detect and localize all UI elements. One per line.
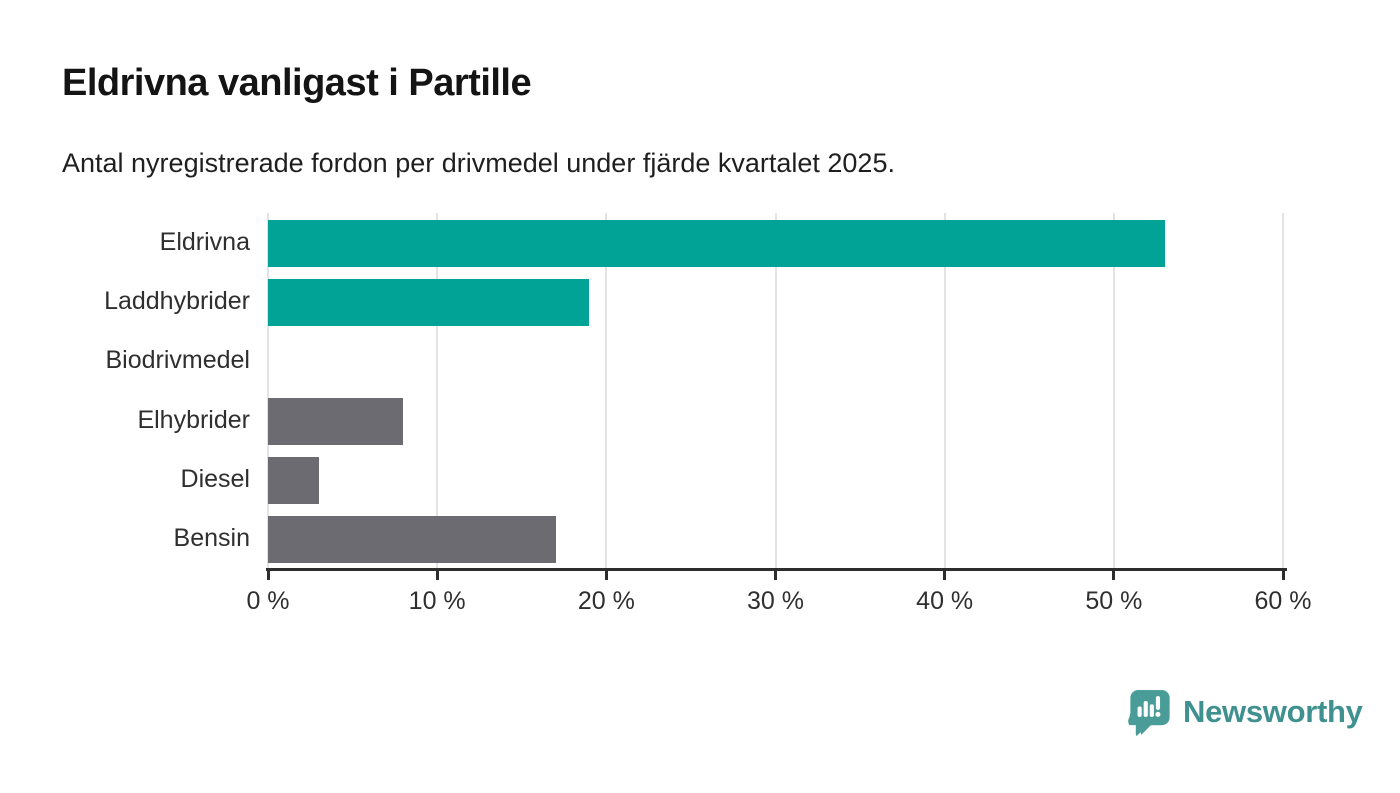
gridline: [267, 213, 269, 568]
brand-name: Newsworthy: [1183, 694, 1363, 729]
gridline: [436, 213, 439, 568]
x-axis-tick: [943, 568, 947, 580]
chart-subtitle: Antal nyregistrerade fordon per drivmede…: [62, 148, 895, 178]
x-axis-tick-label: 50 %: [1085, 587, 1143, 615]
newsworthy-logo-icon: [1128, 690, 1170, 736]
brand-footer: Newsworthy: [1128, 688, 1363, 736]
bar: [268, 515, 556, 563]
gridline: [774, 213, 777, 568]
x-axis-tick-label: 30 %: [747, 587, 804, 615]
gridline: [1112, 213, 1115, 568]
x-axis-tick: [1112, 568, 1116, 580]
gridline: [605, 213, 608, 568]
bar: [268, 456, 319, 504]
x-axis-tick-label: 0 %: [246, 587, 290, 615]
x-axis-tick-label: 10 %: [408, 587, 466, 615]
gridline: [943, 213, 946, 568]
category-label: Elhybrider: [137, 405, 250, 434]
x-axis-tick: [774, 568, 777, 580]
category-label: Laddhybrider: [104, 287, 250, 316]
y-axis-category-labels: Eldrivna Laddhybrider Biodrivmedel Elhybrid…: [0, 213, 250, 568]
category-label: Diesel: [180, 464, 250, 493]
x-axis-tick-label: 40 %: [916, 587, 974, 615]
x-axis-tick: [435, 568, 439, 580]
x-axis-tick-label: 60 %: [1254, 587, 1312, 615]
x-axis-tick: [266, 568, 270, 580]
plot-area: 0 % 10 % 20 % 30 % 40 % 50 % 60 %: [246, 213, 1311, 615]
chart-title: Eldrivna vanligast i Partille: [62, 62, 532, 104]
bar: [268, 220, 1165, 268]
category-label: Biodrivmedel: [105, 346, 250, 375]
x-axis-tick-label: 20 %: [577, 587, 635, 615]
category-label: Bensin: [173, 523, 250, 552]
x-axis-tick: [604, 568, 608, 580]
bar: [268, 279, 590, 327]
x-axis-tick: [1281, 568, 1285, 580]
gridline: [1282, 213, 1284, 568]
bar: [268, 397, 404, 445]
category-label: Eldrivna: [159, 228, 250, 257]
